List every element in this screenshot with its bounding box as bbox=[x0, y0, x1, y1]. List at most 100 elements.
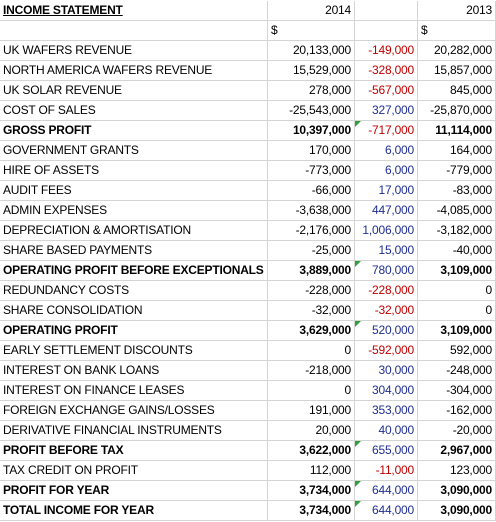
amount: -218,000 bbox=[268, 361, 355, 381]
amount: 0 bbox=[418, 281, 496, 301]
amount: -40,000 bbox=[418, 241, 496, 261]
amount: -773,000 bbox=[268, 161, 355, 181]
change-value: -32,000 bbox=[355, 301, 418, 321]
row-label: DEPRECIATION & AMORTISATION bbox=[0, 221, 268, 241]
unit-label: $ bbox=[268, 21, 355, 41]
unit-label: $ bbox=[418, 21, 496, 41]
amount: -3,182,000 bbox=[418, 221, 496, 241]
amount: 170,000 bbox=[268, 141, 355, 161]
change-value: -228,000 bbox=[355, 281, 418, 301]
amount: 3,109,000 bbox=[418, 261, 496, 281]
amount: 15,857,000 bbox=[418, 61, 496, 81]
amount: 164,000 bbox=[418, 141, 496, 161]
amount: 11,114,000 bbox=[418, 121, 496, 141]
amount: -66,000 bbox=[268, 181, 355, 201]
change-value: 6,000 bbox=[355, 141, 418, 161]
sheet-title: INCOME STATEMENT bbox=[0, 1, 268, 21]
amount: 20,000 bbox=[268, 421, 355, 441]
change-value: 655,000 bbox=[355, 441, 418, 461]
row-label: SHARE BASED PAYMENTS bbox=[0, 241, 268, 261]
change-value: 780,000 bbox=[355, 261, 418, 281]
amount: 20,282,000 bbox=[418, 41, 496, 61]
amount: 278,000 bbox=[268, 81, 355, 101]
change-value: 644,000 bbox=[355, 501, 418, 521]
row-label: PROFIT BEFORE TAX bbox=[0, 441, 268, 461]
amount: 3,629,000 bbox=[268, 321, 355, 341]
change-value: -11,000 bbox=[355, 461, 418, 481]
unit-label bbox=[0, 21, 268, 41]
row-label: DERIVATIVE FINANCIAL INSTRUMENTS bbox=[0, 421, 268, 441]
amount: 112,000 bbox=[268, 461, 355, 481]
change-value: 17,000 bbox=[355, 181, 418, 201]
row-label: HIRE OF ASSETS bbox=[0, 161, 268, 181]
row-label: OPERATING PROFIT bbox=[0, 321, 268, 341]
amount: 15,529,000 bbox=[268, 61, 355, 81]
amount: 0 bbox=[418, 301, 496, 321]
change-value: 15,000 bbox=[355, 241, 418, 261]
change-value: 1,006,000 bbox=[355, 221, 418, 241]
change-value: 6,000 bbox=[355, 161, 418, 181]
amount: 3,889,000 bbox=[268, 261, 355, 281]
row-label: EARLY SETTLEMENT DISCOUNTS bbox=[0, 341, 268, 361]
amount: -20,000 bbox=[418, 421, 496, 441]
year-header bbox=[355, 1, 418, 21]
amount: -4,085,000 bbox=[418, 201, 496, 221]
amount: 10,397,000 bbox=[268, 121, 355, 141]
amount: 3,734,000 bbox=[268, 501, 355, 521]
amount: -304,000 bbox=[418, 381, 496, 401]
amount: 3,734,000 bbox=[268, 481, 355, 501]
row-label: PROFIT FOR YEAR bbox=[0, 481, 268, 501]
row-label: GOVERNMENT GRANTS bbox=[0, 141, 268, 161]
row-label: TOTAL INCOME FOR YEAR bbox=[0, 501, 268, 521]
row-label: REDUNDANCY COSTS bbox=[0, 281, 268, 301]
row-label: COST OF SALES bbox=[0, 101, 268, 121]
year-header: 2014 bbox=[268, 1, 355, 21]
change-value: 353,000 bbox=[355, 401, 418, 421]
amount: -25,543,000 bbox=[268, 101, 355, 121]
unit-label bbox=[355, 21, 418, 41]
amount: 0 bbox=[268, 381, 355, 401]
change-value: 327,000 bbox=[355, 101, 418, 121]
change-value: 304,000 bbox=[355, 381, 418, 401]
amount: 3,090,000 bbox=[418, 501, 496, 521]
amount: 3,090,000 bbox=[418, 481, 496, 501]
amount: -248,000 bbox=[418, 361, 496, 381]
change-value: 30,000 bbox=[355, 361, 418, 381]
amount: -228,000 bbox=[268, 281, 355, 301]
row-label: INTEREST ON BANK LOANS bbox=[0, 361, 268, 381]
row-label: NORTH AMERICA WAFERS REVENUE bbox=[0, 61, 268, 81]
row-label: FOREIGN EXCHANGE GAINS/LOSSES bbox=[0, 401, 268, 421]
change-value: -717,000 bbox=[355, 121, 418, 141]
amount: -83,000 bbox=[418, 181, 496, 201]
amount: 3,109,000 bbox=[418, 321, 496, 341]
row-label: OPERATING PROFIT BEFORE EXCEPTIONALS bbox=[0, 261, 268, 281]
row-label: UK WAFERS REVENUE bbox=[0, 41, 268, 61]
row-label: GROSS PROFIT bbox=[0, 121, 268, 141]
amount: 2,967,000 bbox=[418, 441, 496, 461]
row-label: AUDIT FEES bbox=[0, 181, 268, 201]
row-label: TAX CREDIT ON PROFIT bbox=[0, 461, 268, 481]
row-label: ADMIN EXPENSES bbox=[0, 201, 268, 221]
row-label: UK SOLAR REVENUE bbox=[0, 81, 268, 101]
change-value: -328,000 bbox=[355, 61, 418, 81]
amount: 3,622,000 bbox=[268, 441, 355, 461]
amount: 191,000 bbox=[268, 401, 355, 421]
change-value: 520,000 bbox=[355, 321, 418, 341]
amount: 123,000 bbox=[418, 461, 496, 481]
change-value: -149,000 bbox=[355, 41, 418, 61]
row-label: INTEREST ON FINANCE LEASES bbox=[0, 381, 268, 401]
change-value: 447,000 bbox=[355, 201, 418, 221]
change-value: 644,000 bbox=[355, 481, 418, 501]
year-header: 2013 bbox=[418, 1, 496, 21]
row-label: SHARE CONSOLIDATION bbox=[0, 301, 268, 321]
amount: 592,000 bbox=[418, 341, 496, 361]
amount: -25,000 bbox=[268, 241, 355, 261]
change-value: 40,000 bbox=[355, 421, 418, 441]
amount: -25,870,000 bbox=[418, 101, 496, 121]
amount: -3,638,000 bbox=[268, 201, 355, 221]
amount: -162,000 bbox=[418, 401, 496, 421]
amount: -2,176,000 bbox=[268, 221, 355, 241]
amount: -32,000 bbox=[268, 301, 355, 321]
amount: 20,133,000 bbox=[268, 41, 355, 61]
